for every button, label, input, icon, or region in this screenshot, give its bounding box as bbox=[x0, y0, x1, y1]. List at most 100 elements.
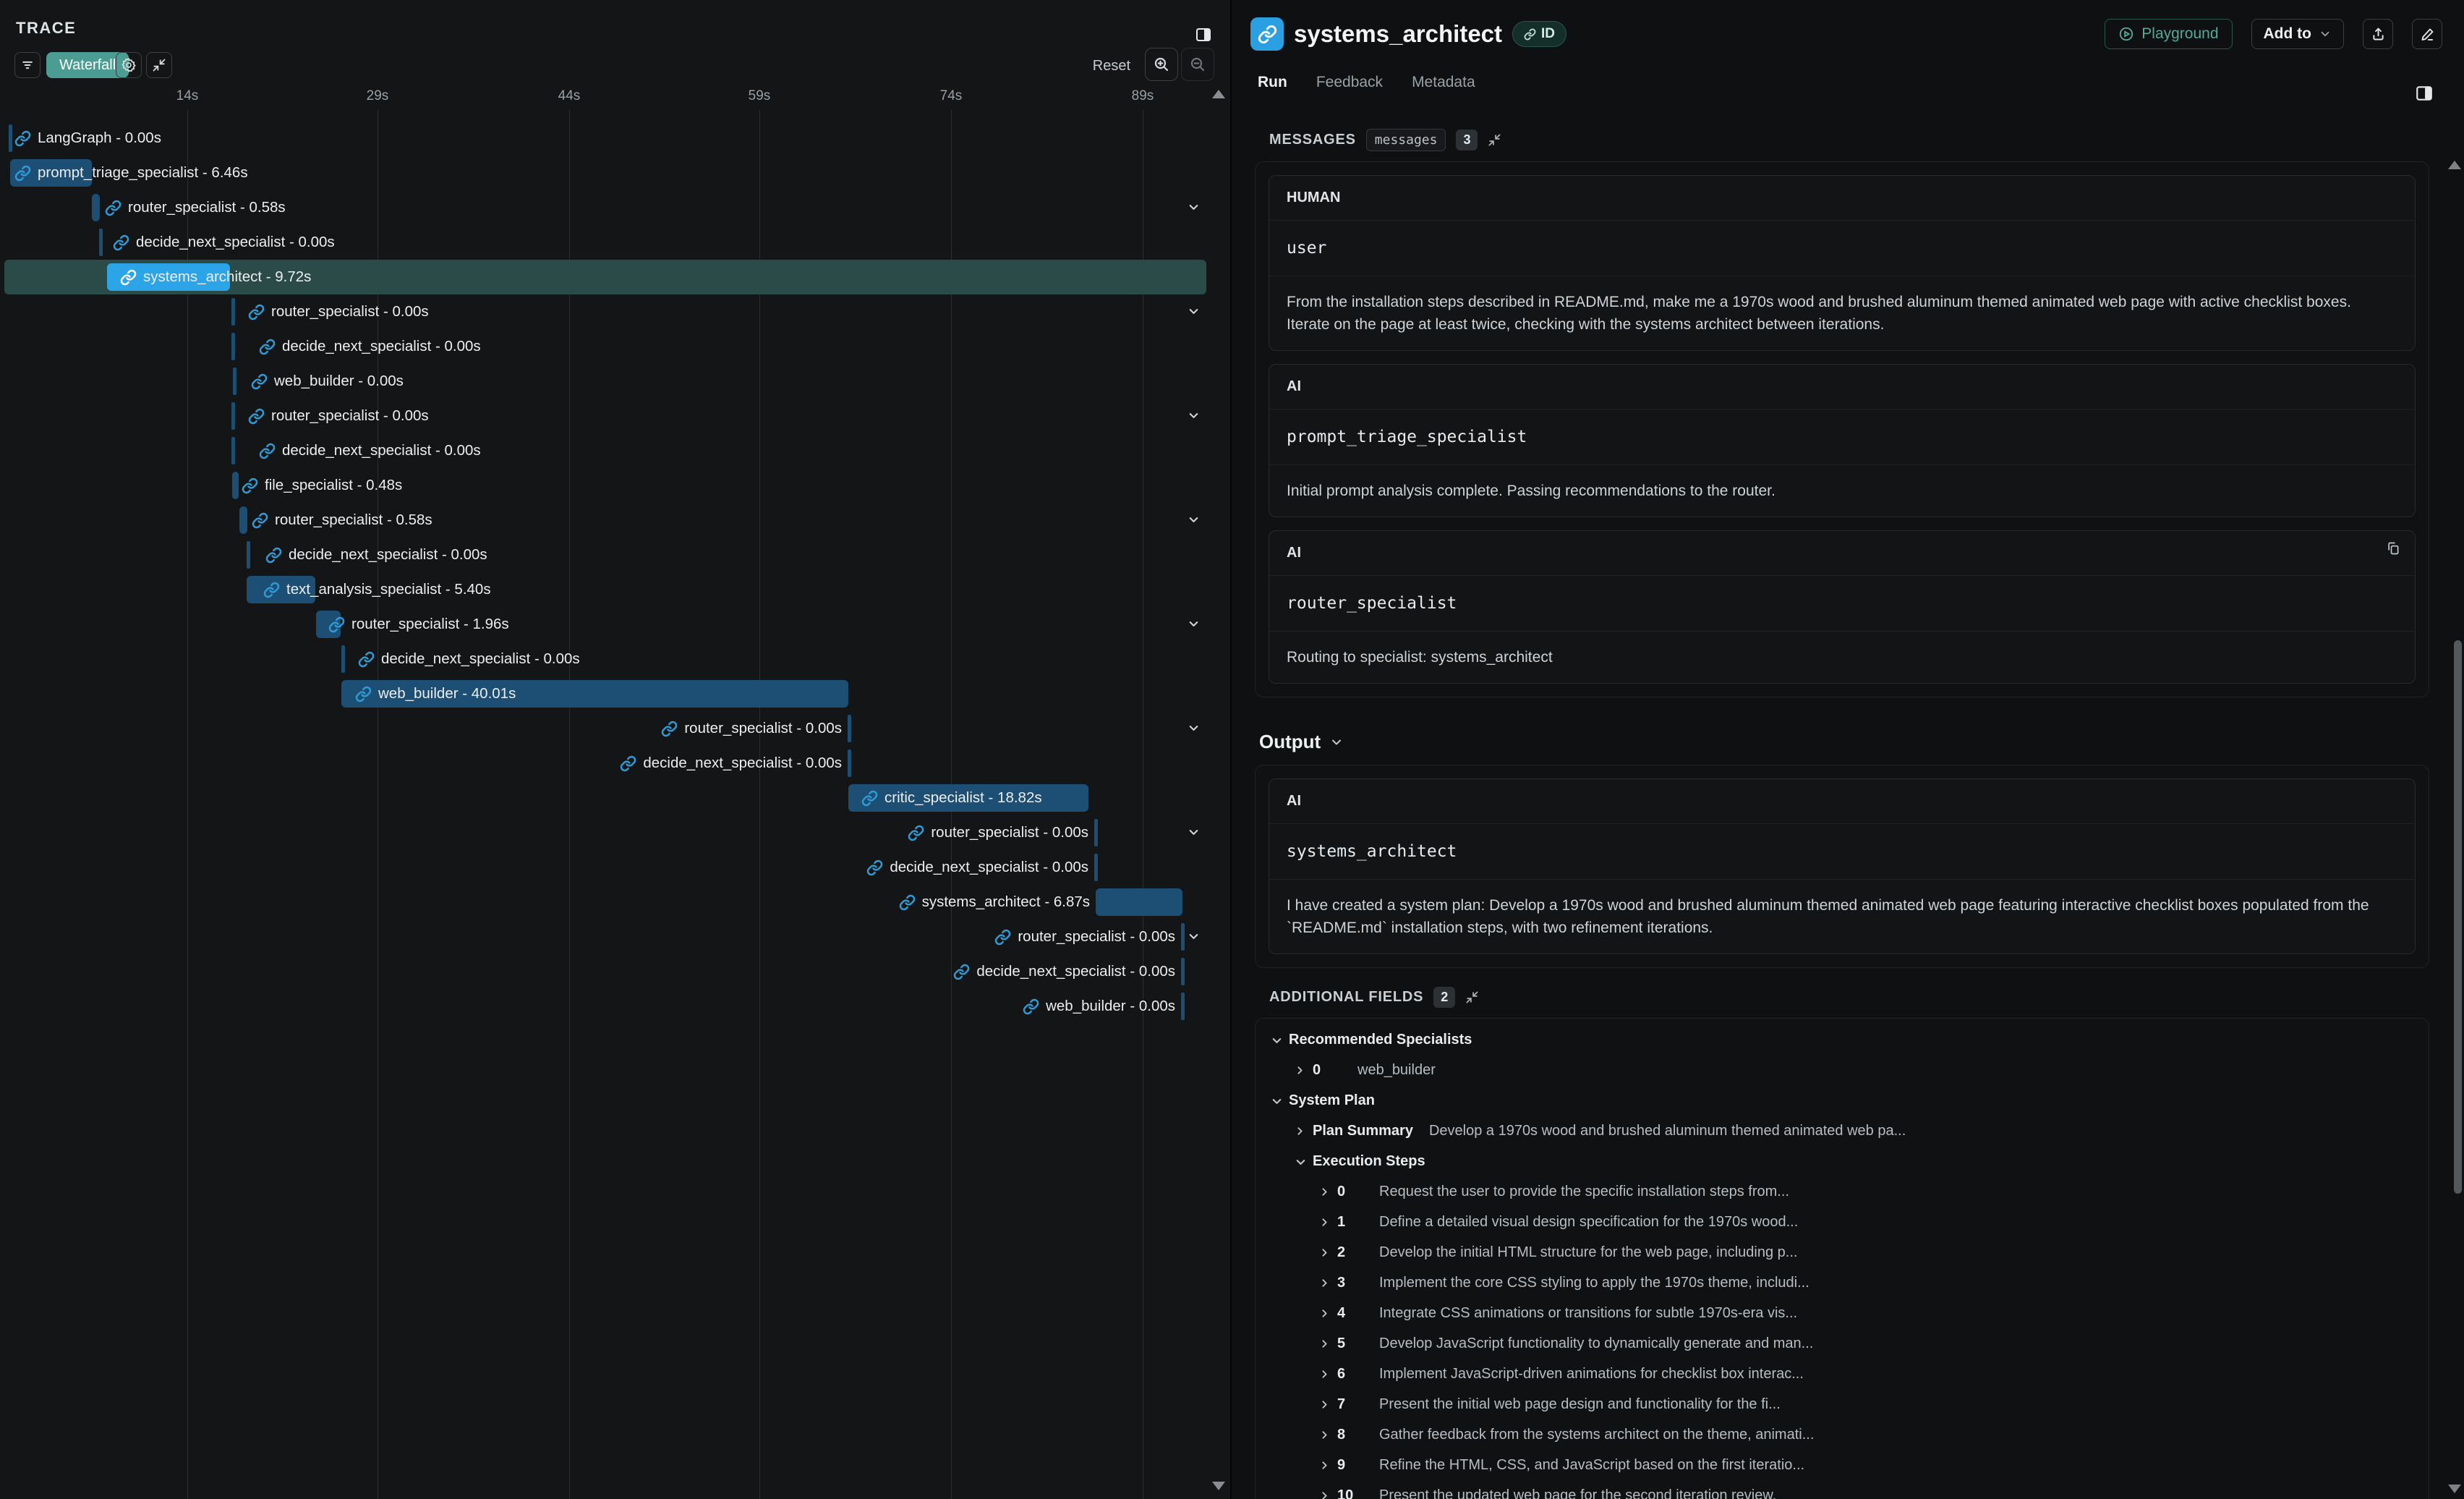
playground-button[interactable]: Playground bbox=[2105, 19, 2233, 49]
step-text: Present the initial web page design and … bbox=[1379, 1396, 1781, 1412]
field-group-row[interactable]: Execution Steps bbox=[1269, 1146, 2416, 1176]
trace-row[interactable]: web_builder - 0.00s bbox=[0, 364, 1230, 399]
chevron-down-icon[interactable] bbox=[1187, 930, 1201, 944]
scroll-up-arrow[interactable] bbox=[2448, 161, 2461, 169]
chevron-right-icon[interactable] bbox=[1294, 1064, 1306, 1077]
waterfall-view-button[interactable]: Waterfall bbox=[46, 52, 129, 78]
scroll-down-arrow[interactable] bbox=[2448, 1485, 2461, 1493]
chevron-right-icon[interactable] bbox=[1318, 1368, 1331, 1380]
trace-row[interactable]: web_builder - 40.01s bbox=[0, 676, 1230, 711]
share-button[interactable] bbox=[2363, 19, 2393, 49]
trace-row[interactable]: router_specialist - 1.96s bbox=[0, 607, 1230, 642]
chevron-down-icon[interactable] bbox=[1187, 825, 1201, 840]
chevron-right-icon[interactable] bbox=[1318, 1490, 1331, 1499]
field-group-row[interactable]: System Plan bbox=[1269, 1085, 2416, 1116]
trace-row[interactable]: decide_next_specialist - 0.00s bbox=[0, 329, 1230, 364]
left-panel-toggle-icon[interactable] bbox=[1195, 26, 1212, 43]
execution-step-row[interactable]: 6 Implement JavaScript-driven animations … bbox=[1269, 1359, 2416, 1389]
trace-row[interactable]: decide_next_specialist - 0.00s bbox=[0, 642, 1230, 676]
filter-button[interactable] bbox=[14, 52, 41, 78]
execution-step-row[interactable]: 3 Implement the core CSS styling to apply… bbox=[1269, 1267, 2416, 1298]
chevron-down-icon[interactable] bbox=[1329, 735, 1344, 750]
tab-feedback[interactable]: Feedback bbox=[1316, 74, 1384, 90]
trace-row[interactable]: router_specialist - 0.00s bbox=[0, 711, 1230, 746]
trace-row[interactable]: router_specialist - 0.00s bbox=[0, 399, 1230, 433]
trace-row[interactable]: router_specialist - 0.00s bbox=[0, 920, 1230, 954]
field-item-row[interactable]: Plan Summary Develop a 1970s wood and bru… bbox=[1269, 1116, 2416, 1146]
trace-row[interactable]: text_analysis_specialist - 5.40s bbox=[0, 572, 1230, 607]
trace-row[interactable]: decide_next_specialist - 0.00s bbox=[0, 850, 1230, 885]
scrollbar-thumb[interactable] bbox=[2454, 640, 2462, 1194]
execution-step-row[interactable]: 2 Develop the initial HTML structure for … bbox=[1269, 1237, 2416, 1267]
reset-button[interactable]: Reset bbox=[1092, 58, 1130, 74]
chevron-down-icon[interactable] bbox=[1270, 1034, 1282, 1046]
chevron-down-icon[interactable] bbox=[1187, 617, 1201, 632]
trace-row[interactable]: router_specialist - 0.00s bbox=[0, 294, 1230, 329]
execution-step-row[interactable]: 4 Integrate CSS animations or transitions… bbox=[1269, 1298, 2416, 1328]
field-key: Plan Summary bbox=[1313, 1122, 1413, 1139]
trace-settings-button[interactable] bbox=[116, 52, 142, 78]
execution-step-row[interactable]: 8 Gather feedback from the systems archit… bbox=[1269, 1419, 2416, 1450]
collapse-additional-fields-icon[interactable] bbox=[1465, 990, 1479, 1004]
trace-row[interactable]: decide_next_specialist - 0.00s bbox=[0, 433, 1230, 468]
execution-step-row[interactable]: 0 Request the user to provide the specifi… bbox=[1269, 1176, 2416, 1207]
chevron-right-icon[interactable] bbox=[1318, 1307, 1331, 1320]
execution-step-row[interactable]: 5 Develop JavaScript functionality to dyn… bbox=[1269, 1328, 2416, 1359]
zoom-out-button[interactable] bbox=[1181, 48, 1214, 81]
chevron-down-icon[interactable] bbox=[1187, 200, 1201, 215]
execution-step-row[interactable]: 1 Define a detailed visual design specifi… bbox=[1269, 1207, 2416, 1237]
run-id-badge[interactable]: ID bbox=[1512, 21, 1567, 47]
tab-metadata[interactable]: Metadata bbox=[1412, 74, 1475, 90]
trace-row[interactable]: router_specialist - 0.58s bbox=[0, 503, 1230, 538]
chevron-down-icon[interactable] bbox=[1270, 1095, 1282, 1107]
trace-row[interactable]: LangGraph - 0.00s bbox=[0, 121, 1230, 156]
trace-row[interactable]: decide_next_specialist - 0.00s bbox=[0, 538, 1230, 572]
chevron-down-icon[interactable] bbox=[1187, 721, 1201, 736]
collapse-messages-icon[interactable] bbox=[1488, 133, 1501, 147]
chevron-down-icon[interactable] bbox=[1187, 305, 1201, 319]
field-group-row[interactable]: Recommended Specialists bbox=[1269, 1024, 2416, 1055]
edit-button[interactable] bbox=[2412, 19, 2442, 49]
execution-step-row[interactable]: 10 Present the updated web page for the s… bbox=[1269, 1480, 2416, 1499]
trace-row[interactable]: file_specialist - 0.48s bbox=[0, 468, 1230, 503]
execution-step-row[interactable]: 9 Refine the HTML, CSS, and JavaScript ba… bbox=[1269, 1450, 2416, 1480]
trace-row[interactable]: decide_next_specialist - 0.00s bbox=[0, 225, 1230, 260]
zoom-in-button[interactable] bbox=[1145, 48, 1178, 81]
trace-row[interactable]: web_builder - 0.00s bbox=[0, 989, 1230, 1024]
step-index: 1 bbox=[1337, 1213, 1346, 1230]
trace-row[interactable]: systems_architect - 6.87s bbox=[0, 885, 1230, 920]
chevron-right-icon[interactable] bbox=[1318, 1338, 1331, 1350]
chevron-right-icon[interactable] bbox=[1318, 1277, 1331, 1289]
filter-icon bbox=[20, 58, 35, 72]
trace-row[interactable]: decide_next_specialist - 0.00s bbox=[0, 746, 1230, 781]
chevron-down-icon[interactable] bbox=[1187, 513, 1201, 527]
execution-step-row[interactable]: 7 Present the initial web page design and… bbox=[1269, 1389, 2416, 1419]
chevron-right-icon[interactable] bbox=[1318, 1216, 1331, 1228]
trace-row[interactable]: router_specialist - 0.00s bbox=[0, 815, 1230, 850]
collapse-all-button[interactable] bbox=[146, 52, 172, 78]
field-item-row[interactable]: 0 web_builder bbox=[1269, 1055, 2416, 1085]
chevron-right-icon[interactable] bbox=[1294, 1125, 1306, 1137]
field-group-label: Execution Steps bbox=[1313, 1152, 1425, 1169]
chevron-right-icon[interactable] bbox=[1318, 1398, 1331, 1411]
link-icon bbox=[259, 339, 276, 355]
chevron-down-icon[interactable] bbox=[1187, 409, 1201, 423]
trace-row-text: critic_specialist - 18.82s bbox=[884, 789, 1042, 806]
tab-run[interactable]: Run bbox=[1258, 74, 1287, 90]
chevron-right-icon[interactable] bbox=[1318, 1429, 1331, 1441]
trace-row[interactable]: systems_architect - 9.72s bbox=[0, 260, 1230, 294]
scroll-down-arrow[interactable] bbox=[1212, 1482, 1225, 1490]
trace-row[interactable]: critic_specialist - 18.82s bbox=[0, 781, 1230, 815]
chevron-right-icon[interactable] bbox=[1318, 1186, 1331, 1198]
copy-icon[interactable] bbox=[2386, 541, 2400, 556]
chevron-right-icon[interactable] bbox=[1318, 1459, 1331, 1472]
field-value: Develop a 1970s wood and brushed aluminu… bbox=[1428, 1122, 1906, 1139]
trace-row[interactable]: router_specialist - 0.58s bbox=[0, 190, 1230, 225]
add-to-button[interactable]: Add to bbox=[2251, 19, 2344, 49]
scroll-up-arrow[interactable] bbox=[1212, 90, 1225, 98]
chevron-right-icon[interactable] bbox=[1318, 1247, 1331, 1259]
chevron-down-icon[interactable] bbox=[1294, 1155, 1306, 1168]
right-panel-toggle-icon[interactable] bbox=[2415, 84, 2434, 103]
trace-row[interactable]: decide_next_specialist - 0.00s bbox=[0, 954, 1230, 989]
trace-row[interactable]: prompt_triage_specialist - 6.46s bbox=[0, 156, 1230, 190]
